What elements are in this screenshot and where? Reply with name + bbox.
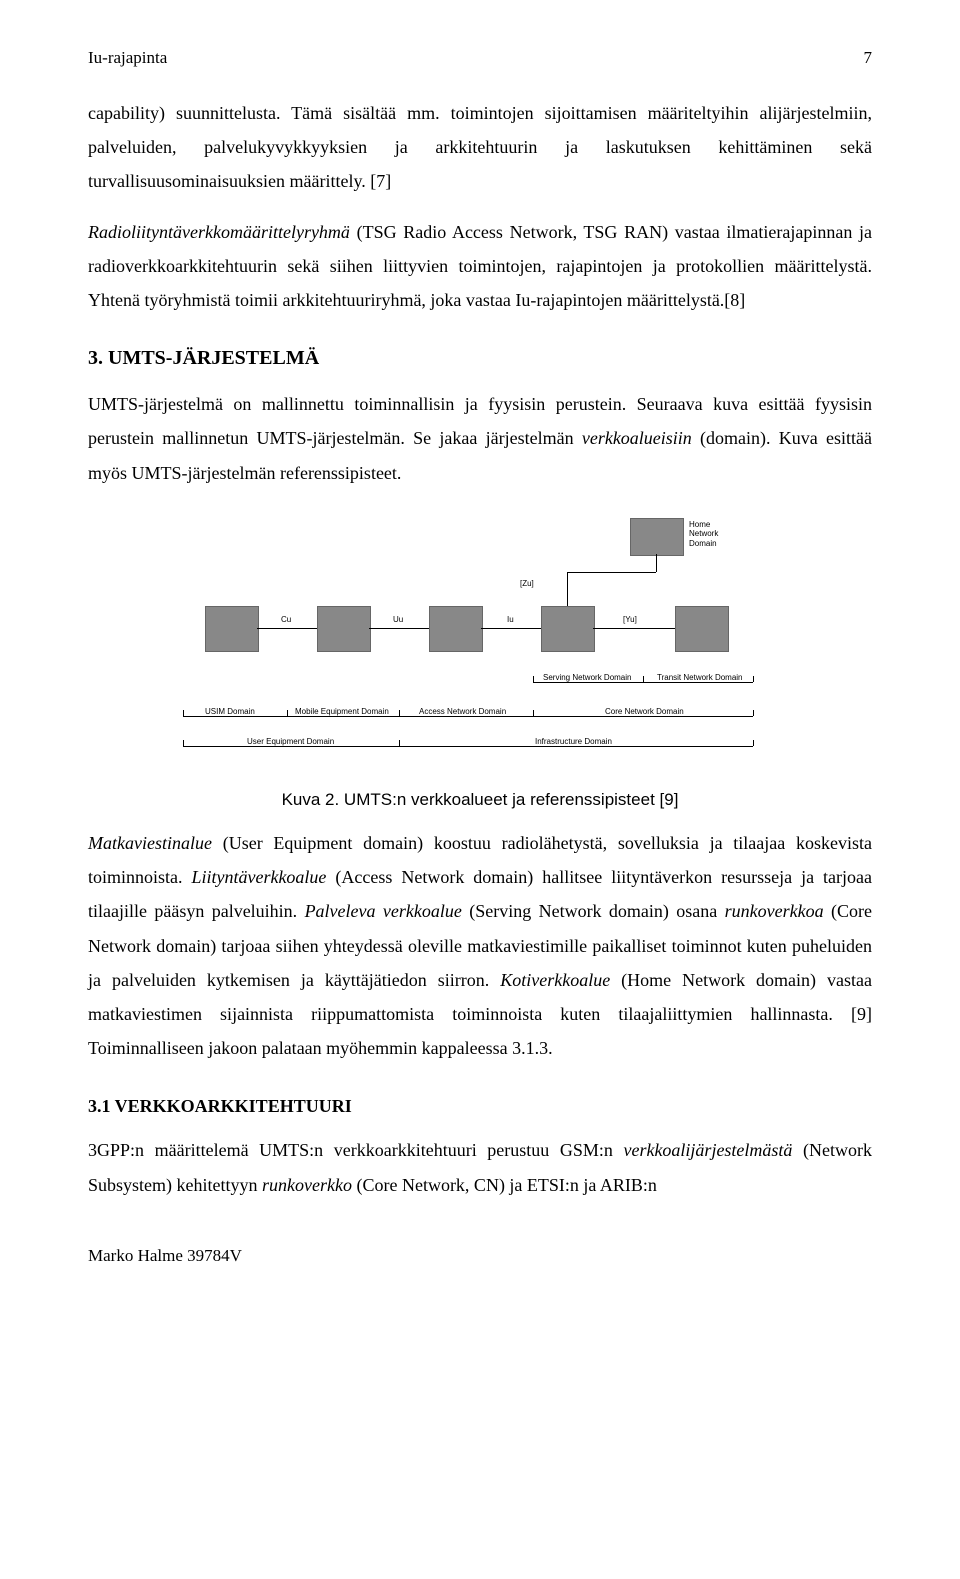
connector-home-horizontal	[567, 572, 656, 573]
page-header: Iu-rajapinta 7	[88, 48, 872, 68]
label-yu: [Yu]	[623, 612, 637, 627]
home-line-2: Network	[689, 529, 718, 539]
page-footer: Marko Halme 39784V	[88, 1246, 872, 1266]
tic-d4	[753, 710, 754, 716]
label-infrastructure-domain: Infrastructure Domain	[535, 734, 612, 749]
italic-run: runkoverkkoa	[725, 901, 824, 921]
label-cu: Cu	[281, 612, 291, 627]
label-mobile-equipment-domain: Mobile Equipment Domain	[295, 704, 389, 719]
figure-2-caption: Kuva 2. UMTS:n verkkoalueet ja referenss…	[88, 784, 872, 816]
text-run: (Serving Network domain) osana	[462, 901, 725, 921]
paragraph-1: capability) suunnittelusta. Tämä sisältä…	[88, 96, 872, 199]
italic-run: verkkoalijärjestelmästä	[623, 1140, 792, 1160]
connector-yu	[593, 628, 675, 629]
tic-d3	[533, 710, 534, 716]
home-line-3: Domain	[689, 539, 718, 549]
label-uu: Uu	[393, 612, 403, 627]
block-serving-network	[541, 606, 595, 652]
tic-serv-right	[753, 676, 754, 682]
header-page-number: 7	[864, 48, 873, 68]
label-zu: [Zu]	[520, 576, 534, 591]
figure-2: Home Network Domain [Zu]	[88, 518, 872, 816]
p3b-italic: verkkoalueisiin	[582, 428, 692, 448]
text-run: 3GPP:n määrittelemä UMTS:n verkkoarkkite…	[88, 1140, 623, 1160]
label-access-network-domain: Access Network Domain	[419, 704, 506, 719]
block-access-network	[429, 606, 483, 652]
italic-run: runkoverkko	[262, 1175, 352, 1195]
body-text: capability) suunnittelusta. Tämä sisältä…	[88, 96, 872, 1202]
section-heading-3-1: 3.1 VERKKOARKKITEHTUURI	[88, 1089, 872, 1123]
italic-run: Liityntäverkkoalue	[191, 867, 326, 887]
connector-iu	[481, 628, 541, 629]
label-transit-network-domain: Transit Network Domain	[657, 670, 743, 685]
block-home-network	[630, 518, 684, 556]
page: Iu-rajapinta 7 capability) suunnittelust…	[0, 0, 960, 1296]
tic-d1	[287, 710, 288, 716]
umts-domains-diagram: Home Network Domain [Zu]	[175, 518, 785, 778]
connector-uu	[369, 628, 429, 629]
label-user-equipment-domain: User Equipment Domain	[247, 734, 334, 749]
paragraph-4: Matkaviestinalue (User Equipment domain)…	[88, 826, 872, 1065]
paragraph-2: Radioliityntäverkkomäärittelyryhmä (TSG …	[88, 215, 872, 318]
tic-g2	[753, 740, 754, 746]
block-mobile-equipment	[317, 606, 371, 652]
tic-g1	[399, 740, 400, 746]
label-iu: Iu	[507, 612, 514, 627]
block-transit-network	[675, 606, 729, 652]
label-serving-network-domain: Serving Network Domain	[543, 670, 631, 685]
header-left: Iu-rajapinta	[88, 48, 167, 68]
tic-d2	[399, 710, 400, 716]
block-usim	[205, 606, 259, 652]
label-usim-domain: USIM Domain	[205, 704, 255, 719]
italic-run: Palveleva verkkoalue	[305, 901, 462, 921]
italic-run: Matkaviestinalue	[88, 833, 212, 853]
label-core-network-domain: Core Network Domain	[605, 704, 684, 719]
tic-g0	[183, 740, 184, 746]
italic-run: Kotiverkkoalue	[500, 970, 610, 990]
tic-serv-left	[533, 676, 534, 682]
connector-zu-down	[567, 578, 568, 606]
connector-cu	[257, 628, 317, 629]
paragraph-3: UMTS-järjestelmä on mallinnettu toiminna…	[88, 387, 872, 490]
p2-italic: Radioliityntäverkkomäärittelyryhmä	[88, 222, 350, 242]
paragraph-5: 3GPP:n määrittelemä UMTS:n verkkoarkkite…	[88, 1133, 872, 1201]
label-home-network: Home Network Domain	[689, 520, 718, 549]
section-heading-3: 3. UMTS-JÄRJESTELMÄ	[88, 339, 872, 377]
tic-d0	[183, 710, 184, 716]
text-run: (Core Network, CN) ja ETSI:n ja ARIB:n	[352, 1175, 657, 1195]
connector-home-vertical	[656, 554, 657, 572]
tic-serv-mid	[643, 676, 644, 682]
home-line-1: Home	[689, 520, 718, 530]
